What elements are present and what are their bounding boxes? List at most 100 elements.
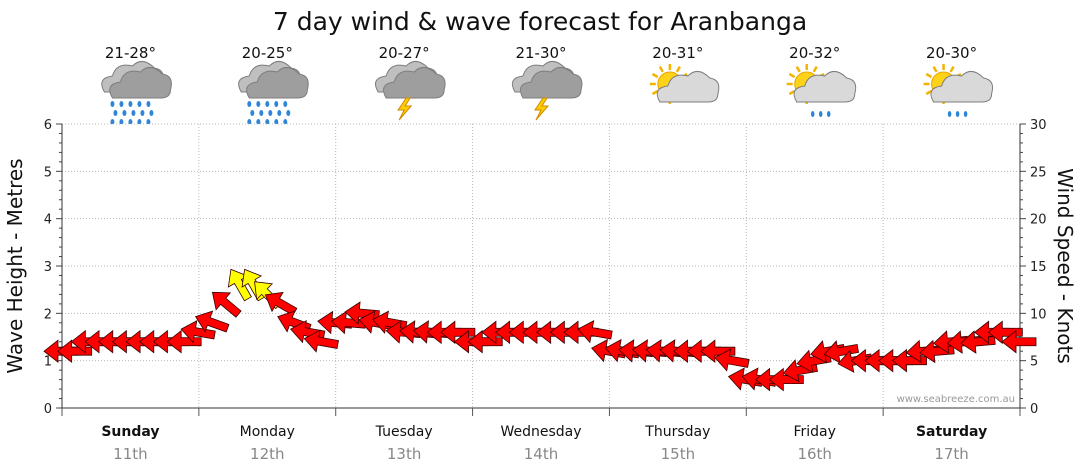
wind-arrow: [344, 301, 380, 325]
sun-ray: [925, 72, 933, 79]
rain-drop: [268, 110, 273, 116]
wind-arrow: [303, 329, 339, 353]
temperature-range: 20-27°: [379, 44, 430, 62]
day-date-label: 12th: [250, 445, 284, 463]
cloud-shape: [109, 67, 172, 99]
cloud-shape: [519, 67, 583, 99]
sun-showers-icon: [923, 64, 994, 117]
day-date-label: 16th: [797, 445, 831, 463]
day-name-label: Wednesday: [500, 424, 581, 440]
day-date-label: 13th: [387, 445, 421, 463]
wind-arrow: [166, 329, 202, 354]
rain-drop: [110, 101, 115, 107]
rain-drop: [947, 111, 952, 117]
wind-arrow-shape: [577, 319, 613, 344]
rain-drop: [131, 110, 136, 116]
cloud-shape: [656, 71, 720, 103]
sun-ray: [932, 66, 938, 73]
day-name-label: Monday: [240, 424, 295, 440]
rain-drop: [810, 111, 815, 117]
wind-arrow: [891, 348, 927, 373]
wind-arrow-shape: [180, 319, 216, 344]
rain-drop: [113, 110, 118, 116]
rain-drop: [259, 110, 264, 116]
watermark: www.seabreeze.com.au: [897, 394, 1015, 405]
partly-cloudy-icon: [649, 64, 720, 104]
wind-arrow-shape: [227, 268, 252, 302]
y-tick-label-right: 5: [1030, 355, 1038, 370]
y-ticks: 0 1 2 3 4 5 6 0 5 10 15 20 25 30: [44, 118, 1047, 417]
y-tick-label-right: 15: [1030, 260, 1047, 275]
wind-arrow-shape: [700, 339, 736, 364]
sun-ray: [788, 72, 796, 79]
wind-arrow-shape: [211, 291, 242, 318]
y-tick-label-left: 4: [44, 213, 52, 228]
wind-arrow-shape: [166, 329, 202, 354]
y-axis-label-left: Wave Height - Metres: [3, 158, 27, 373]
temperature-range: 20-31°: [652, 44, 703, 62]
y-tick-label-left: 3: [44, 260, 52, 275]
cloud-shape: [246, 67, 309, 99]
y-tick-label-left: 1: [44, 355, 52, 370]
wind-arrow: [440, 320, 476, 345]
wind-arrow-shape: [1001, 329, 1037, 354]
y-tick-label-right: 30: [1030, 118, 1047, 133]
sun-ray: [788, 89, 796, 96]
rain-icon: [101, 61, 172, 125]
wind-arrow-shape: [891, 348, 927, 373]
sun-ray: [675, 66, 681, 73]
wind-arrow: [577, 319, 613, 344]
rain-drop: [963, 111, 968, 117]
plot-grid: [56, 123, 1026, 416]
wind-arrow-shape: [768, 367, 804, 392]
storm-icon: [375, 61, 446, 121]
wind-arrow-shape: [344, 301, 380, 325]
wind-arrow: [987, 320, 1023, 345]
wind-arrow-shape: [987, 320, 1023, 345]
y-axis-label-right: Wind Speed - Knots: [1053, 168, 1077, 364]
wind-arrow: [211, 291, 242, 318]
sun-ray: [949, 66, 955, 73]
day-name-label: Thursday: [644, 424, 710, 440]
wind-arrow-shape: [57, 339, 93, 364]
rain-drop: [149, 110, 154, 116]
day-labels: Sunday 11th Monday 12th Tuesday 13th Wednesday…: [101, 424, 987, 463]
wind-arrow-shape: [303, 329, 339, 353]
wind-arrow-shape: [823, 340, 860, 364]
day-date-label: 11th: [113, 445, 147, 463]
wind-arrow: [180, 319, 216, 344]
y-tick-label-right: 25: [1030, 165, 1047, 180]
wind-arrow: [227, 268, 252, 302]
wind-arrow: [714, 348, 750, 372]
y-tick-label-right: 0: [1030, 402, 1038, 417]
rain-icon: [238, 61, 309, 125]
wind-arrow: [823, 340, 860, 364]
rain-drop: [955, 111, 960, 117]
wind-arrow: [768, 367, 804, 392]
temperature-range: 20-30°: [926, 44, 977, 62]
wind-arrow: [264, 291, 298, 316]
day-name-label: Friday: [793, 424, 835, 440]
temperature-range: 20-25°: [242, 44, 293, 62]
wind-arrow: [57, 339, 93, 364]
weather-icons: 21-28° 20-25° 20-27° 21-30° 20-31° 20-32° 20-3…: [101, 44, 994, 125]
day-date-label: 15th: [661, 445, 695, 463]
wind-arrow-shape: [467, 329, 503, 354]
wind-arrow-shape: [264, 291, 298, 316]
wind-arrow-shape: [440, 320, 476, 345]
sun-ray: [651, 72, 659, 79]
temperature-range: 20-32°: [789, 44, 840, 62]
wind-arrows: [43, 268, 1037, 392]
temperature-range: 21-30°: [515, 44, 566, 62]
cloud-shape: [930, 71, 994, 103]
rain-drop: [826, 111, 831, 117]
wind-arrow: [467, 329, 503, 354]
sun-ray: [795, 66, 801, 73]
rain-drop: [286, 110, 291, 116]
sun-ray: [812, 66, 818, 73]
wind-arrow: [700, 339, 736, 364]
y-tick-label-left: 2: [44, 307, 52, 322]
lightning-bolt: [397, 97, 413, 121]
wind-arrow-shape: [195, 310, 230, 333]
